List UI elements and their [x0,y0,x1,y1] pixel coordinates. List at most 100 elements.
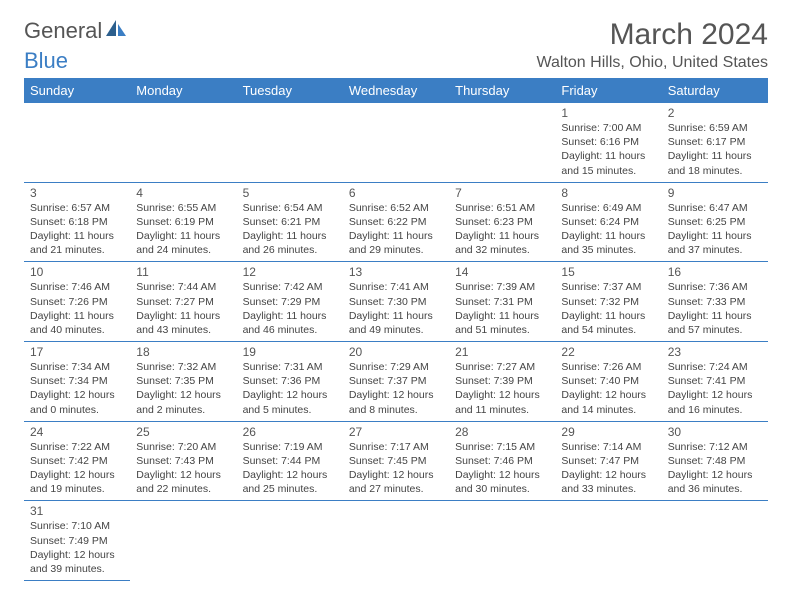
cell-daylight2: and 27 minutes. [349,482,443,496]
cell-sunrise: Sunrise: 7:42 AM [243,280,337,294]
cell-sunset: Sunset: 7:32 PM [561,295,655,309]
cell-daylight2: and 2 minutes. [136,403,230,417]
cell-sunset: Sunset: 7:42 PM [30,454,124,468]
cell-daylight2: and 39 minutes. [30,562,124,576]
calendar-cell [343,501,449,581]
calendar-row: 1Sunrise: 7:00 AMSunset: 6:16 PMDaylight… [24,103,768,182]
cell-daylight2: and 24 minutes. [136,243,230,257]
calendar-cell: 15Sunrise: 7:37 AMSunset: 7:32 PMDayligh… [555,262,661,342]
cell-sunset: Sunset: 7:33 PM [668,295,762,309]
cell-sunset: Sunset: 7:29 PM [243,295,337,309]
cell-daylight1: Daylight: 12 hours [349,468,443,482]
cell-daylight2: and 43 minutes. [136,323,230,337]
calendar-cell: 12Sunrise: 7:42 AMSunset: 7:29 PMDayligh… [237,262,343,342]
calendar-cell: 18Sunrise: 7:32 AMSunset: 7:35 PMDayligh… [130,342,236,422]
cell-daylight1: Daylight: 11 hours [349,309,443,323]
calendar-body: 1Sunrise: 7:00 AMSunset: 6:16 PMDaylight… [24,103,768,581]
cell-daylight1: Daylight: 12 hours [136,388,230,402]
cell-sunset: Sunset: 6:25 PM [668,215,762,229]
day-number: 29 [561,425,655,439]
calendar-cell: 26Sunrise: 7:19 AMSunset: 7:44 PMDayligh… [237,421,343,501]
calendar-cell: 5Sunrise: 6:54 AMSunset: 6:21 PMDaylight… [237,182,343,262]
cell-sunset: Sunset: 7:40 PM [561,374,655,388]
day-number: 9 [668,186,762,200]
calendar-cell: 11Sunrise: 7:44 AMSunset: 7:27 PMDayligh… [130,262,236,342]
cell-sunrise: Sunrise: 7:39 AM [455,280,549,294]
day-number: 19 [243,345,337,359]
weekday-header: Sunday [24,78,130,103]
calendar-cell: 23Sunrise: 7:24 AMSunset: 7:41 PMDayligh… [662,342,768,422]
day-number: 3 [30,186,124,200]
calendar-cell: 19Sunrise: 7:31 AMSunset: 7:36 PMDayligh… [237,342,343,422]
calendar-cell: 21Sunrise: 7:27 AMSunset: 7:39 PMDayligh… [449,342,555,422]
calendar-cell: 29Sunrise: 7:14 AMSunset: 7:47 PMDayligh… [555,421,661,501]
calendar-cell [555,501,661,581]
cell-daylight1: Daylight: 11 hours [30,229,124,243]
calendar-cell [662,501,768,581]
calendar-cell: 1Sunrise: 7:00 AMSunset: 6:16 PMDaylight… [555,103,661,182]
calendar-row: 24Sunrise: 7:22 AMSunset: 7:42 PMDayligh… [24,421,768,501]
cell-daylight1: Daylight: 11 hours [561,149,655,163]
cell-sunset: Sunset: 7:43 PM [136,454,230,468]
cell-daylight2: and 16 minutes. [668,403,762,417]
cell-daylight2: and 40 minutes. [30,323,124,337]
cell-sunset: Sunset: 7:26 PM [30,295,124,309]
day-number: 4 [136,186,230,200]
cell-daylight1: Daylight: 11 hours [455,229,549,243]
cell-sunset: Sunset: 6:19 PM [136,215,230,229]
cell-sunrise: Sunrise: 7:34 AM [30,360,124,374]
cell-sunset: Sunset: 7:31 PM [455,295,549,309]
cell-sunset: Sunset: 6:23 PM [455,215,549,229]
weekday-header: Wednesday [343,78,449,103]
cell-sunrise: Sunrise: 7:44 AM [136,280,230,294]
cell-daylight2: and 35 minutes. [561,243,655,257]
cell-daylight2: and 32 minutes. [455,243,549,257]
header: General March 2024 Walton Hills, Ohio, U… [24,18,768,72]
calendar-cell: 2Sunrise: 6:59 AMSunset: 6:17 PMDaylight… [662,103,768,182]
day-number: 30 [668,425,762,439]
day-number: 23 [668,345,762,359]
cell-sunrise: Sunrise: 7:00 AM [561,121,655,135]
cell-sunrise: Sunrise: 7:41 AM [349,280,443,294]
cell-daylight2: and 57 minutes. [668,323,762,337]
day-number: 28 [455,425,549,439]
weekday-header: Saturday [662,78,768,103]
calendar-cell [130,501,236,581]
cell-daylight1: Daylight: 12 hours [30,468,124,482]
calendar-cell: 13Sunrise: 7:41 AMSunset: 7:30 PMDayligh… [343,262,449,342]
cell-daylight1: Daylight: 12 hours [455,468,549,482]
cell-daylight1: Daylight: 11 hours [455,309,549,323]
cell-sunrise: Sunrise: 7:26 AM [561,360,655,374]
cell-sunrise: Sunrise: 7:32 AM [136,360,230,374]
cell-sunset: Sunset: 7:34 PM [30,374,124,388]
calendar-cell: 3Sunrise: 6:57 AMSunset: 6:18 PMDaylight… [24,182,130,262]
day-number: 18 [136,345,230,359]
calendar-row: 10Sunrise: 7:46 AMSunset: 7:26 PMDayligh… [24,262,768,342]
day-number: 17 [30,345,124,359]
cell-sunrise: Sunrise: 7:24 AM [668,360,762,374]
calendar-cell [343,103,449,182]
cell-daylight1: Daylight: 11 hours [349,229,443,243]
cell-sunset: Sunset: 7:37 PM [349,374,443,388]
cell-daylight1: Daylight: 12 hours [455,388,549,402]
day-number: 12 [243,265,337,279]
calendar-cell: 7Sunrise: 6:51 AMSunset: 6:23 PMDaylight… [449,182,555,262]
cell-sunset: Sunset: 7:27 PM [136,295,230,309]
cell-sunset: Sunset: 6:22 PM [349,215,443,229]
cell-sunrise: Sunrise: 6:54 AM [243,201,337,215]
cell-daylight1: Daylight: 11 hours [243,229,337,243]
calendar-cell [449,103,555,182]
cell-daylight2: and 33 minutes. [561,482,655,496]
cell-sunrise: Sunrise: 7:15 AM [455,440,549,454]
day-number: 25 [136,425,230,439]
cell-sunrise: Sunrise: 7:17 AM [349,440,443,454]
day-number: 22 [561,345,655,359]
cell-sunrise: Sunrise: 6:52 AM [349,201,443,215]
cell-daylight1: Daylight: 12 hours [668,388,762,402]
cell-sunrise: Sunrise: 7:19 AM [243,440,337,454]
cell-sunrise: Sunrise: 7:37 AM [561,280,655,294]
logo: General [24,18,132,44]
calendar-cell: 4Sunrise: 6:55 AMSunset: 6:19 PMDaylight… [130,182,236,262]
day-number: 1 [561,106,655,120]
cell-daylight2: and 51 minutes. [455,323,549,337]
